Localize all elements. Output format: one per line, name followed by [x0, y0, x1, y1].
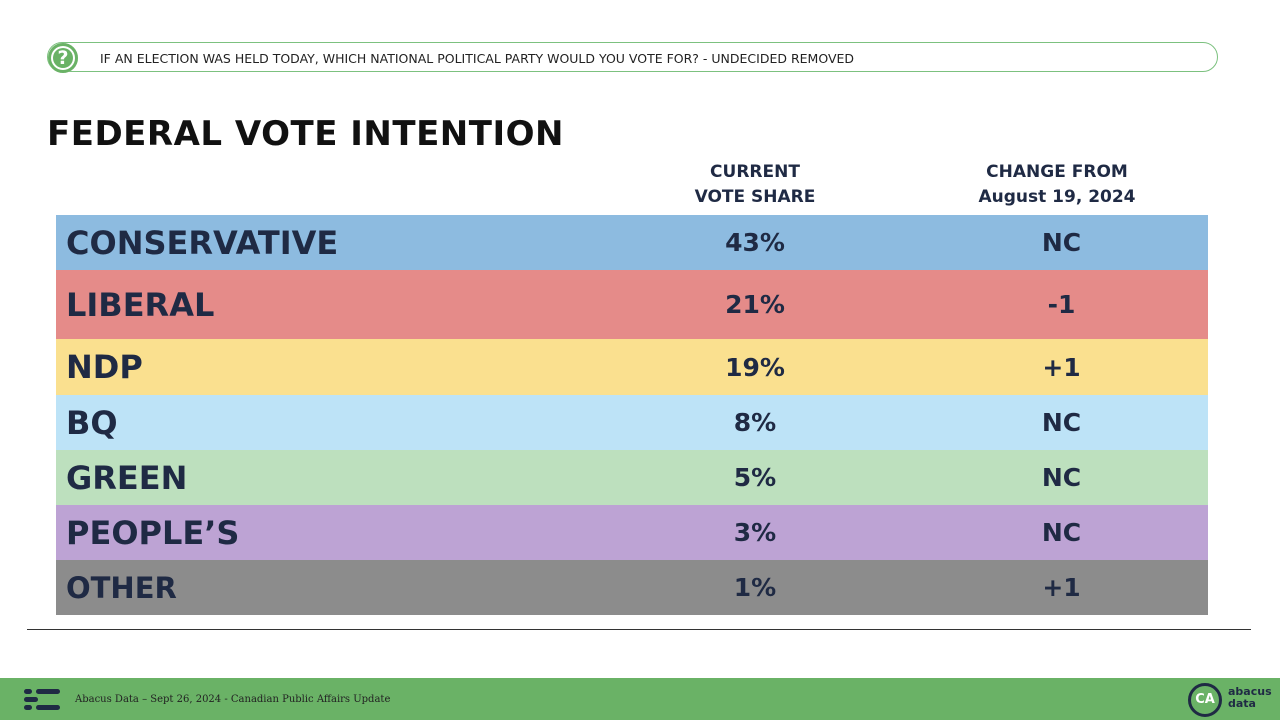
vote-share: 5% [733, 463, 777, 492]
vote-share: 1% [733, 573, 777, 602]
table-row: BQ 8% NC [56, 395, 1208, 450]
table-row: NDP 19% +1 [56, 339, 1208, 395]
party-name: PEOPLE’S [66, 513, 240, 552]
party-name: OTHER [66, 570, 177, 605]
change: +1 [1042, 352, 1081, 382]
table-row: LIBERAL 21% -1 [56, 270, 1208, 339]
change: +1 [1042, 573, 1081, 602]
vote-share: 19% [725, 352, 785, 382]
vote-share: 8% [733, 408, 777, 437]
table-row: PEOPLE’S 3% NC [56, 505, 1208, 560]
brand-line: abacus [1228, 685, 1272, 698]
change: NC [1041, 408, 1082, 437]
vote-share: 43% [725, 228, 785, 257]
table-row: OTHER 1% +1 [56, 560, 1208, 615]
change: NC [1041, 518, 1082, 547]
change: -1 [1047, 290, 1076, 319]
table-row: CONSERVATIVE 43% NC [56, 215, 1208, 270]
header-line: CURRENT [710, 162, 800, 182]
change: NC [1041, 463, 1082, 492]
party-name: BQ [66, 403, 118, 442]
footer-bar [0, 678, 1280, 720]
column-header: CURRENT VOTE SHARE [625, 160, 885, 210]
logo-badge: CA [1188, 683, 1222, 717]
header-line: VOTE SHARE [694, 187, 816, 207]
party-name: LIBERAL [66, 285, 215, 324]
slide-title: FEDERAL VOTE INTENTION [47, 114, 564, 154]
vote-share: 21% [725, 290, 785, 319]
logo-brand: abacus data [1228, 686, 1278, 710]
change: NC [1041, 228, 1082, 257]
table-row: GREEN 5% NC [56, 450, 1208, 505]
party-name: GREEN [66, 458, 188, 497]
column-header: CHANGE FROM August 19, 2024 [927, 160, 1187, 210]
question-box [47, 42, 1218, 72]
party-name: NDP [66, 348, 143, 386]
question-text: IF AN ELECTION WAS HELD TODAY, WHICH NAT… [100, 51, 855, 66]
footer-icon [24, 689, 60, 710]
vote-share: 3% [733, 518, 777, 547]
footer-text: Abacus Data – Sept 26, 2024 - Canadian P… [75, 694, 391, 705]
header-line: CHANGE FROM [986, 162, 1128, 182]
divider [27, 629, 1251, 630]
party-name: CONSERVATIVE [66, 223, 339, 262]
question-icon: ? [48, 43, 78, 73]
vote-table: CONSERVATIVE 43% NC LIBERAL 21% -1 NDP 19% +1 BQ 8… [56, 215, 1208, 615]
brand-line: data [1228, 697, 1256, 710]
header-line: August 19, 2024 [978, 187, 1136, 207]
